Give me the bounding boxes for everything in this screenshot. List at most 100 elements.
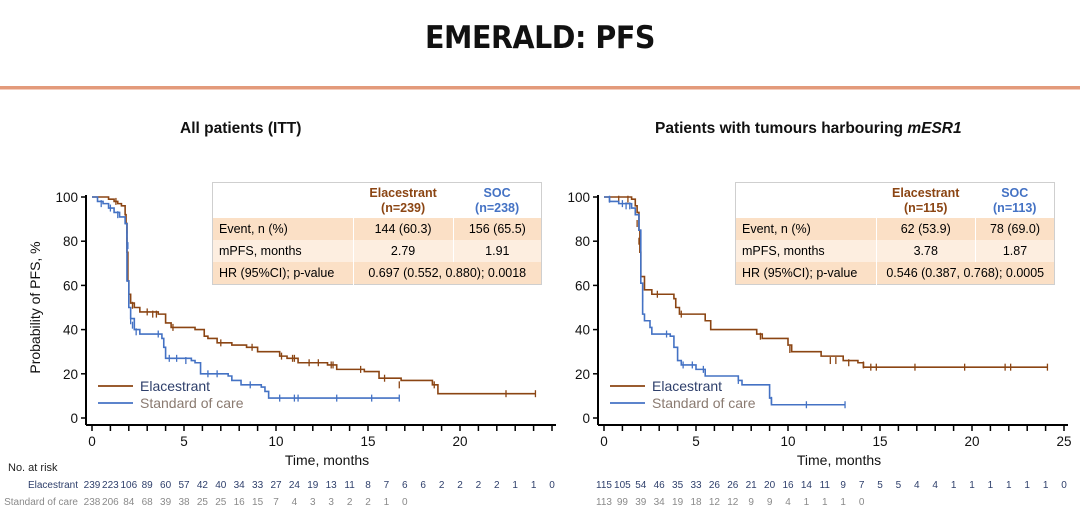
risk-count-elacestrant: 1	[969, 480, 975, 491]
stats-header-soc: SOC (n=238)	[475, 186, 520, 215]
stats-cell-elacestrant: 144 (60.3)	[353, 218, 454, 240]
risk-count-soc: 18	[690, 497, 702, 508]
risk-count-elacestrant: 54	[635, 480, 647, 491]
risk-count-elacestrant: 1	[512, 480, 518, 491]
x-tick-label: 5	[180, 434, 188, 449]
stats-row-label: Event, n (%)	[735, 218, 877, 240]
risk-count-elacestrant: 115	[596, 480, 612, 491]
risk-count-soc: 3	[310, 497, 316, 508]
y-tick-label: 60	[63, 278, 78, 293]
panel-title-text: Patients with tumours harbouring	[655, 120, 908, 137]
stats-header-elacestrant: Elacestrant (n=115)	[892, 186, 960, 215]
risk-count-elacestrant: 33	[252, 480, 264, 491]
x-tick-label: 15	[872, 434, 887, 449]
y-tick-label: 80	[575, 234, 590, 249]
risk-count-elacestrant: 11	[344, 480, 355, 491]
risk-count-elacestrant: 7	[858, 480, 865, 491]
stats-row-events: Event, n (%) 144 (60.3) 156 (65.5)	[212, 218, 542, 240]
legend-label-elacestrant: Elacestrant	[140, 378, 210, 394]
risk-count-elacestrant: 21	[745, 480, 757, 491]
risk-count-elacestrant: 26	[727, 480, 739, 491]
stats-header-row: Elacestrant (n=239) SOC (n=238)	[213, 183, 542, 219]
title-divider	[0, 86, 1080, 89]
risk-count-elacestrant: 11	[819, 480, 830, 491]
risk-count-elacestrant: 2	[457, 480, 463, 491]
risk-count-elacestrant: 1	[1006, 480, 1012, 491]
risk-count-elacestrant: 2	[438, 480, 445, 491]
risk-count-soc: 39	[635, 497, 647, 508]
stats-row-hr: HR (95%CI); p-value 0.697 (0.552, 0.880)…	[212, 262, 542, 285]
risk-count-soc: 7	[273, 497, 279, 508]
x-axis-label: Time, months	[285, 452, 369, 468]
risk-count-soc: 2	[365, 497, 371, 508]
y-tick-label: 40	[63, 323, 78, 338]
risk-count-elacestrant: 60	[160, 480, 172, 491]
risk-count-elacestrant: 33	[690, 480, 702, 491]
y-axis-label: Probability of PFS, %	[27, 241, 43, 373]
risk-count-soc: 3	[328, 497, 334, 508]
x-tick-label: 0	[600, 434, 608, 449]
risk-count-soc: 4	[785, 497, 791, 508]
risk-count-soc: 34	[653, 497, 665, 508]
stats-header-row: Elacestrant (n=115) SOC (n=113)	[736, 183, 1055, 219]
panel-title-mesr1: Patients with tumours harbouring mESR1	[655, 120, 962, 138]
risk-count-soc: 238	[83, 497, 101, 508]
risk-count-elacestrant: 6	[420, 480, 426, 491]
stats-cell-soc: 1.91	[453, 240, 542, 262]
risk-count-soc: 15	[252, 497, 264, 508]
y-tick-label: 60	[575, 278, 590, 293]
risk-count-elacestrant: 16	[782, 480, 794, 491]
risk-count-soc: 84	[123, 497, 135, 508]
stats-row-label: HR (95%CI); p-value	[735, 262, 877, 285]
x-axis-label: Time, months	[797, 452, 881, 468]
risk-count-elacestrant: 223	[102, 480, 119, 491]
risk-count-soc: 1	[840, 497, 846, 508]
risk-count-soc: 1	[822, 497, 828, 508]
risk-count-soc: 16	[233, 497, 245, 508]
stats-table-itt: Elacestrant (n=239) SOC (n=238) Event, n (…	[212, 182, 542, 285]
km-chart-mesr1: 0 20 40 60 80 100 0 5 10 15 20 25 Time, months Elaces…	[567, 190, 1071, 468]
x-tick-label: 5	[692, 434, 700, 449]
stats-header-blank	[736, 183, 877, 219]
risk-count-soc: 12	[727, 497, 739, 508]
km-curve-elacestrant	[92, 196, 536, 395]
risk-count-elacestrant: 105	[614, 480, 631, 491]
y-tick-label: 0	[70, 411, 78, 426]
panel-title-itt: All patients (ITT)	[180, 120, 301, 138]
stats-header-soc: SOC (n=113)	[993, 186, 1037, 215]
risk-count-elacestrant: 1	[1042, 480, 1049, 491]
risk-count-elacestrant: 2	[475, 480, 482, 491]
risk-count-elacestrant: 4	[932, 480, 938, 491]
risk-count-elacestrant: 6	[402, 480, 408, 491]
stats-row-mpfs: mPFS, months 2.79 1.91	[212, 240, 542, 262]
x-tick-label: 0	[88, 434, 96, 449]
slide-title: EMERALD: PFS	[425, 20, 655, 56]
risk-count-soc: 9	[766, 497, 773, 508]
risk-count-soc: 99	[616, 497, 628, 508]
legend-label-elacestrant: Elacestrant	[652, 378, 722, 394]
risk-count-elacestrant: 1	[950, 480, 957, 491]
y-tick-label: 20	[575, 367, 590, 382]
stats-cell-hr: 0.546 (0.387, 0.768); 0.0005	[876, 262, 1055, 285]
risk-row-label-elacestrant: Elacestrant	[27, 480, 78, 491]
risk-count-elacestrant: 27	[270, 480, 282, 491]
risk-count-elacestrant: 9	[840, 480, 846, 491]
stats-row-events: Event, n (%) 62 (53.9) 78 (69.0)	[735, 218, 1055, 240]
risk-count-elacestrant: 1	[987, 480, 994, 491]
risk-count-elacestrant: 1	[1024, 480, 1030, 491]
risk-count-elacestrant: 34	[233, 480, 245, 491]
panel-title-text: All patients (ITT)	[180, 120, 302, 137]
km-chart-itt: 0 20 40 60 80 100 0 5 10 15 20 Time, months Probabil…	[27, 190, 556, 468]
risk-count-elacestrant: 8	[365, 480, 371, 491]
risk-count-elacestrant: 106	[120, 480, 138, 491]
km-curve-soc	[92, 196, 400, 399]
risk-count-soc: 9	[748, 497, 754, 508]
stats-row-label: mPFS, months	[212, 240, 354, 262]
x-tick-label: 20	[964, 434, 979, 449]
stats-cell-elacestrant: 3.78	[876, 240, 976, 262]
risk-count-soc: 25	[196, 497, 208, 508]
risk-count-soc: 2	[346, 497, 353, 508]
stats-row-label: Event, n (%)	[212, 218, 354, 240]
risk-count-elacestrant: 7	[383, 480, 390, 491]
risk-count-soc: 4	[291, 497, 298, 508]
